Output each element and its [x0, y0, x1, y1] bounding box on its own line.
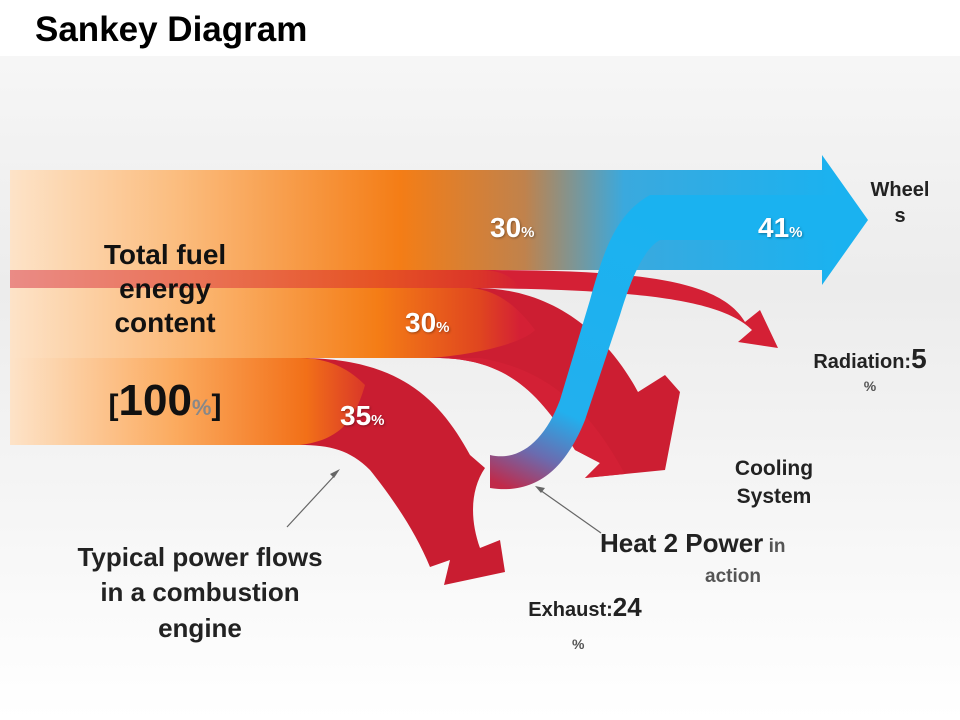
annotation-line2: in a combustion — [100, 577, 300, 608]
source-value: [100%] — [80, 376, 250, 426]
radiation-label-name: Radiation: — [813, 351, 912, 373]
source-label-line1: Total fuel — [103, 239, 227, 270]
heat-to-power-flow — [490, 195, 840, 490]
source-value-unit: % — [191, 395, 212, 420]
radiation-label-value: 5 — [911, 343, 927, 374]
radiation-flow-arrow — [10, 270, 778, 348]
annotation-pointer-head — [330, 469, 340, 478]
annotation-line1: Typical power flows — [77, 542, 323, 572]
heat-to-power-pointer-head — [535, 486, 545, 493]
radiation-flow-value: 30% — [405, 307, 450, 339]
source-value-number: 100 — [118, 376, 192, 425]
annotation-text: Typical power flows in a combustion engi… — [40, 540, 360, 646]
wheels-flow-value: 30% — [490, 212, 535, 244]
wheels-label: Wheel s — [856, 177, 944, 229]
radiation-label: Radiation:5 % — [790, 343, 950, 394]
page-title: Sankey Diagram — [35, 10, 308, 49]
source-label: Total fuel energy content — [70, 238, 260, 340]
cooling-flow-value-number: 35 — [340, 400, 372, 431]
exhaust-label-name: Exhaust: — [528, 599, 613, 621]
wheels-flow-value-unit: % — [521, 224, 535, 241]
wheels-label-line1: Wheel — [870, 179, 930, 201]
cooling-flow-overlay — [440, 358, 625, 478]
source-label-line2: energy — [119, 273, 211, 305]
radiation-flow-value-number: 30 — [405, 307, 437, 338]
radiation-flow-value-unit: % — [436, 319, 450, 336]
heat-to-power-value-number: 41 — [758, 212, 790, 243]
cooling-flow-value: 35% — [340, 400, 385, 432]
heat-to-power-label-suffix1: in — [768, 536, 786, 557]
source-energy-block — [10, 270, 520, 288]
title-bar — [0, 0, 960, 56]
source-label-line3: content — [114, 307, 216, 339]
source-bottom-block — [10, 358, 365, 445]
heat-to-power-label: Heat 2 Power in — [600, 528, 870, 559]
wheels-flow-arrow — [10, 155, 868, 285]
annotation-line3: engine — [158, 612, 242, 643]
cooling-flow-value-unit: % — [371, 412, 385, 429]
annotation-pointer-line — [286, 473, 337, 528]
radiation-label-unit: % — [863, 378, 877, 394]
exhaust-label-unit: % — [572, 636, 585, 652]
exhaust-label: Exhaust:24 — [505, 592, 665, 624]
wheels-flow-value-number: 30 — [490, 212, 522, 243]
exhaust-label-value: 24 — [612, 592, 642, 622]
source-bracket-open: [ — [108, 389, 119, 422]
heat-to-power-value: 41% — [758, 212, 803, 244]
heat-to-power-label-suffix2: action — [705, 566, 761, 587]
cooling-label: Cooling System — [714, 455, 834, 512]
heat-to-power-value-unit: % — [789, 224, 803, 241]
source-lower-block — [10, 288, 535, 358]
wheels-label-line2: s — [894, 205, 906, 227]
cooling-label-line2: System — [736, 485, 812, 509]
cooling-label-line1: Cooling — [734, 457, 814, 480]
heat-to-power-label-text: Heat 2 Power — [600, 528, 764, 558]
heat-to-power-pointer-line — [539, 489, 602, 534]
source-bracket-close: ] — [211, 389, 222, 422]
